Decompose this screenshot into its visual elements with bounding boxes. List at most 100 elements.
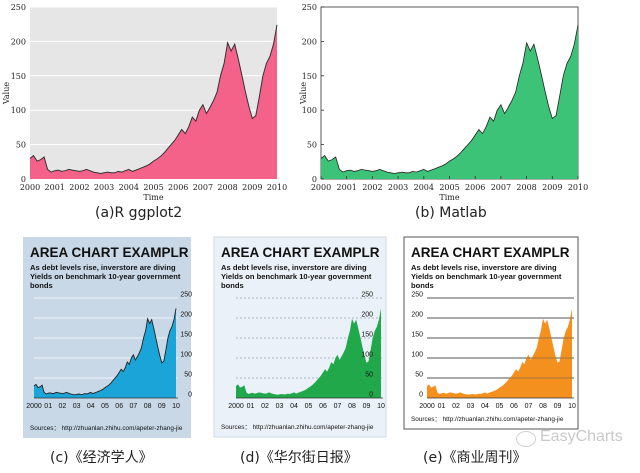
x-tick-label: 2004 bbox=[119, 183, 139, 192]
x-tick-label: 2007 bbox=[491, 183, 511, 192]
x-tick-label: 2003 bbox=[94, 183, 114, 192]
y-tick-label: 200 bbox=[361, 312, 373, 319]
x-tick-label: 09 bbox=[158, 403, 166, 410]
caption-d: (d)《华尔街日报》 bbox=[240, 450, 358, 466]
y-tick-label: 150 bbox=[411, 332, 423, 339]
x-tick-label: 10 bbox=[377, 403, 385, 410]
area-outline bbox=[29, 24, 278, 175]
x-tick-label: 10 bbox=[172, 403, 180, 410]
y-tick-label: 200 bbox=[180, 312, 192, 319]
x-tick-label: 05 bbox=[305, 403, 313, 410]
x-tick-label: 08 bbox=[144, 403, 152, 410]
x-tick-label: 03 bbox=[276, 403, 284, 410]
x-tick-label: 2009 bbox=[242, 183, 262, 192]
panel-subtitle: bonds bbox=[411, 281, 434, 290]
area-series bbox=[30, 24, 277, 180]
x-tick-label: 09 bbox=[554, 403, 562, 410]
panel-subtitle: As debt levels rise, inverstore are divi… bbox=[30, 263, 176, 272]
x-tick-label: 2000 bbox=[311, 183, 331, 192]
y-tick-label: 100 bbox=[411, 352, 423, 359]
x-tick-label: 01 bbox=[438, 403, 446, 410]
source-note: Sources： http://zhuanlan.zhihu.com/apete… bbox=[411, 416, 564, 423]
panel-c-economist: AREA CHART EXAMPLR As debt levels rise, i… bbox=[23, 237, 192, 438]
caption-b: (b) Matlab bbox=[415, 205, 487, 221]
x-tick-label: 2002 bbox=[362, 183, 382, 192]
caption-e: (e)《商业周刊》 bbox=[423, 450, 527, 466]
panel-subtitle: Yields on benchmark 10-year government bbox=[30, 272, 181, 281]
y-tick-label: 250 bbox=[411, 292, 423, 299]
panel-e-businessweek: AREA CHART EXAMPLR As debt levels rise, i… bbox=[403, 236, 579, 430]
x-tick-label: 02 bbox=[59, 403, 67, 410]
panel-b-matlab: 0 50 100 150 200 250 2000 2001 2002 2003 2004 2005 2… bbox=[299, 3, 588, 202]
x-tick-label: 2001 bbox=[337, 183, 357, 192]
x-axis-label: Time bbox=[143, 193, 163, 202]
x-tick-label: 04 bbox=[87, 403, 95, 410]
x-tick-label: 05 bbox=[101, 403, 109, 410]
area-series bbox=[427, 308, 572, 398]
x-tick-label: 06 bbox=[510, 403, 518, 410]
y-tick-label: 200 bbox=[11, 37, 26, 46]
panel-title: AREA CHART EXAMPLR bbox=[30, 245, 189, 260]
x-axis-label: Time bbox=[439, 193, 459, 202]
x-tick-label: 2005 bbox=[143, 183, 163, 192]
x-tick-label: 2008 bbox=[217, 183, 237, 192]
panel-subtitle: bonds bbox=[30, 281, 53, 290]
x-tick-label: 07 bbox=[334, 403, 342, 410]
x-tick-label: 2008 bbox=[516, 183, 536, 192]
y-axis-label: Value bbox=[299, 82, 308, 106]
x-tick-label: 01 bbox=[247, 403, 255, 410]
y-tick-label: 150 bbox=[180, 332, 192, 339]
x-tick-label: 10 bbox=[568, 403, 576, 410]
x-tick-label: 2000 bbox=[26, 403, 42, 410]
panel-title: AREA CHART EXAMPLR bbox=[221, 245, 380, 260]
x-tick-label: 2007 bbox=[193, 183, 213, 192]
area-series bbox=[321, 24, 578, 180]
x-tick-label: 2002 bbox=[69, 183, 89, 192]
y-tick-label: 0 bbox=[21, 175, 26, 184]
area-outline bbox=[33, 308, 177, 396]
x-tick-label: 2003 bbox=[388, 183, 408, 192]
y-tick-label: 250 bbox=[11, 3, 26, 12]
y-tick-label: 250 bbox=[180, 292, 192, 299]
y-tick-label: 200 bbox=[302, 37, 317, 46]
x-tick-label: 03 bbox=[73, 403, 81, 410]
y-tick-label: 150 bbox=[361, 332, 373, 339]
y-tick-label: 0 bbox=[188, 392, 192, 399]
x-tick-label: 02 bbox=[452, 403, 460, 410]
panel-a-ggplot: 0 50 100 150 200 250 2000 2001 2002 2003 2004 2005 2… bbox=[2, 3, 287, 202]
panel-background bbox=[23, 237, 191, 438]
panel-subtitle: Yields on benchmark 10-year government bbox=[221, 272, 372, 281]
x-tick-label: 2010 bbox=[267, 183, 287, 192]
y-tick-label: 50 bbox=[307, 141, 317, 150]
x-tick-label: 09 bbox=[363, 403, 371, 410]
x-tick-label: 2000 bbox=[228, 403, 244, 410]
x-tick-label: 2005 bbox=[439, 183, 459, 192]
x-tick-label: 06 bbox=[115, 403, 123, 410]
y-tick-label: 100 bbox=[361, 352, 373, 359]
x-tick-label: 01 bbox=[44, 403, 52, 410]
panel-d-wsj: AREA CHART EXAMPLR As debt levels rise, i… bbox=[213, 236, 387, 438]
caption-c: (c)《经济学人》 bbox=[50, 450, 153, 466]
panel-subtitle: bonds bbox=[221, 281, 244, 290]
y-tick-label: 50 bbox=[415, 372, 423, 379]
wechat-icon bbox=[516, 431, 536, 447]
y-tick-label: 250 bbox=[361, 292, 373, 299]
area-series bbox=[34, 308, 176, 398]
x-tick-label: 04 bbox=[290, 403, 298, 410]
area-outline bbox=[320, 24, 579, 174]
x-tick-label: 06 bbox=[319, 403, 327, 410]
y-tick-label: 100 bbox=[11, 106, 26, 115]
panel-subtitle: Yields on benchmark 10-year government bbox=[411, 272, 562, 281]
area-series bbox=[236, 308, 381, 398]
x-tick-label: 03 bbox=[467, 403, 475, 410]
y-tick-label: 50 bbox=[184, 372, 192, 379]
y-tick-label: 0 bbox=[419, 392, 423, 399]
watermark: EasyCharts bbox=[540, 428, 623, 445]
x-tick-label: 07 bbox=[525, 403, 533, 410]
y-tick-label: 50 bbox=[16, 141, 26, 150]
x-tick-label: 04 bbox=[481, 403, 489, 410]
panel-subtitle: As debt levels rise, inverstore are divi… bbox=[411, 263, 557, 272]
x-tick-label: 2009 bbox=[542, 183, 562, 192]
y-tick-label: 150 bbox=[11, 72, 26, 81]
x-tick-label: 2006 bbox=[465, 183, 485, 192]
